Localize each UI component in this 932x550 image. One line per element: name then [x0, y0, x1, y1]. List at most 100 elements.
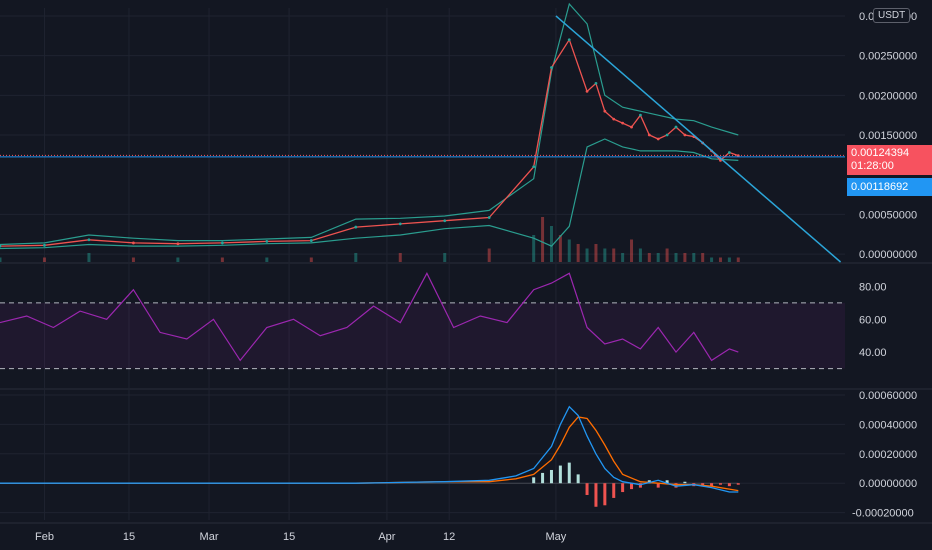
price-tick-label: 0.00150000	[859, 130, 917, 142]
bollinger-upper-line	[0, 2, 739, 246]
x-tick-label: Apr	[378, 531, 395, 543]
price-point	[354, 225, 358, 229]
price-point	[87, 238, 91, 242]
volume-bar	[736, 257, 740, 262]
macd-histogram-bar	[647, 480, 651, 484]
price-point	[309, 239, 313, 242]
volume-bar	[594, 244, 598, 262]
rsi-tick-label: 80.00	[859, 281, 887, 293]
price-point	[0, 244, 2, 248]
price-point	[398, 222, 402, 226]
price-tick-label: 0.00250000	[859, 51, 917, 63]
macd-panel[interactable]	[0, 405, 740, 507]
rsi-tick-label: 60.00	[859, 314, 887, 326]
volume-bar	[567, 239, 571, 262]
volume-bar	[612, 248, 616, 262]
macd-histogram-bar	[567, 462, 571, 484]
macd-histogram-bar	[594, 483, 598, 507]
x-tick-label: May	[546, 531, 567, 543]
volume-bar	[354, 253, 358, 262]
volume-bar	[585, 248, 589, 262]
macd-histogram-bar	[683, 481, 687, 484]
macd-histogram-bar	[576, 474, 580, 484]
price-point	[674, 125, 678, 129]
macd-histogram-bar	[656, 483, 660, 488]
macd-histogram-bar	[558, 465, 562, 484]
volume-bar	[692, 253, 696, 262]
volume-bar	[541, 217, 545, 262]
price-point	[603, 109, 607, 113]
volume-bar	[683, 253, 687, 262]
volume-bar	[647, 253, 651, 262]
countdown-label: 01:28:00	[851, 160, 894, 172]
volume-bar	[87, 253, 91, 262]
volume-bar	[727, 257, 731, 262]
rsi-tick-label: 40.00	[859, 347, 887, 359]
price-point	[550, 66, 553, 69]
volume-bar	[638, 248, 642, 262]
macd-histogram-bar	[736, 483, 740, 485]
grid	[0, 8, 932, 524]
volume-bar	[220, 257, 224, 262]
volume-bar	[42, 257, 46, 262]
volume-bar	[621, 253, 625, 262]
volume-bar	[576, 244, 580, 262]
rsi-panel[interactable]	[0, 271, 845, 370]
price-point	[727, 151, 731, 154]
x-tick-label: 15	[283, 531, 295, 543]
price-panel[interactable]	[0, 2, 845, 263]
volume-bar	[487, 248, 491, 262]
currency-badge[interactable]: USDT	[873, 8, 911, 23]
volume-bar	[532, 235, 536, 262]
macd-tick-label: 0.00060000	[859, 390, 917, 402]
volume-bar	[630, 239, 634, 262]
price-point	[630, 125, 633, 129]
price-line	[0, 38, 739, 247]
price-point	[487, 216, 491, 219]
rsi-band-fill	[0, 302, 845, 369]
macd-histogram-bar	[621, 483, 625, 493]
volume-bar	[398, 253, 402, 262]
macd-histogram-bar	[701, 483, 705, 487]
price-point	[639, 113, 642, 117]
price-point	[532, 165, 536, 169]
price-point	[443, 219, 447, 223]
macd-histogram-bar	[665, 480, 669, 484]
axes: 0.003000000.002500000.002000000.00150000…	[35, 11, 917, 543]
volume-bar	[656, 253, 660, 262]
price-point	[43, 243, 46, 247]
price-point	[220, 241, 224, 245]
price-point	[665, 133, 669, 137]
price-tick-label: 0.00050000	[859, 209, 917, 221]
macd-histogram-bar	[541, 472, 545, 484]
trendline	[555, 15, 842, 263]
macd-histogram-bar	[630, 483, 634, 490]
macd-tick-label: 0.00020000	[859, 449, 917, 461]
rsi-line	[0, 271, 739, 362]
x-tick-label: Feb	[35, 531, 54, 543]
alt-price-badge: 0.00118692	[847, 178, 932, 196]
macd-histogram-bar	[710, 483, 714, 487]
macd-line	[0, 405, 739, 493]
volume-bar	[665, 248, 669, 262]
volume-bar	[718, 257, 722, 262]
macd-histogram-bar	[612, 483, 616, 498]
price-point	[647, 133, 651, 137]
price-point	[176, 242, 180, 246]
x-tick-label: Mar	[200, 531, 219, 543]
volume-bar	[265, 257, 269, 262]
price-point	[594, 82, 598, 85]
macd-histogram-bar	[674, 483, 678, 488]
volume-bar	[674, 253, 678, 262]
price-point	[585, 89, 589, 93]
macd-histogram-bar	[603, 483, 607, 506]
price-point	[612, 117, 616, 121]
price-point	[265, 239, 269, 243]
price-tick-label: 0.00000000	[859, 249, 917, 261]
macd-tick-label: -0.00020000	[852, 508, 914, 520]
volume-bar	[558, 235, 562, 262]
volume-bar	[701, 253, 705, 262]
last-price-badge: 0.00124394 01:28:00	[847, 145, 932, 175]
macd-tick-label: 0.00000000	[859, 478, 917, 490]
